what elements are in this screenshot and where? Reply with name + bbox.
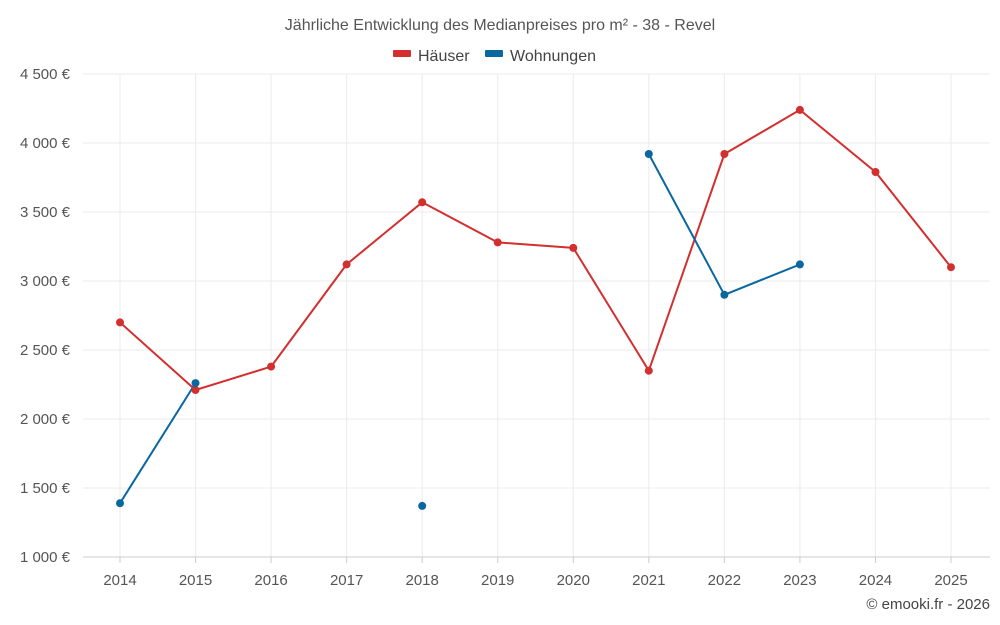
x-tick-label: 2021 <box>632 572 665 589</box>
data-point-houses[interactable] <box>342 260 351 269</box>
data-point-houses[interactable] <box>720 150 729 158</box>
series-points <box>116 105 955 510</box>
data-point-apartments[interactable] <box>795 260 804 269</box>
x-tick-label: 2016 <box>254 572 287 589</box>
x-tick-label: 2020 <box>557 572 590 589</box>
data-point-apartments[interactable] <box>720 290 729 299</box>
x-tick-label: 2022 <box>708 572 741 589</box>
data-point-houses[interactable] <box>191 386 200 394</box>
data-point-apartments[interactable] <box>116 499 124 508</box>
series-line-apartments <box>119 382 197 504</box>
legend-swatch-houses <box>393 50 411 57</box>
chart-title: Jährliche Entwicklung des Medianpreises … <box>285 17 715 34</box>
legend-label-houses: Häuser <box>418 48 470 65</box>
y-tick-label: 4 500 € <box>20 66 71 83</box>
x-tick-label: 2023 <box>783 572 816 589</box>
series-lines <box>119 108 952 504</box>
legend-item-houses[interactable]: Häuser <box>393 48 470 65</box>
legend-label-apartments: Wohnungen <box>510 48 596 65</box>
x-tick-label: 2019 <box>481 572 514 589</box>
x-tick-label: 2018 <box>405 572 438 589</box>
data-point-houses[interactable] <box>644 366 653 375</box>
data-point-apartments[interactable] <box>191 379 200 388</box>
y-tick-label: 1 000 € <box>20 549 71 566</box>
data-point-houses[interactable] <box>947 263 955 272</box>
data-point-apartments[interactable] <box>418 501 427 510</box>
x-tick-label: 2014 <box>103 572 136 589</box>
y-tick-label: 3 000 € <box>20 273 71 290</box>
data-point-houses[interactable] <box>493 238 502 247</box>
data-point-houses[interactable] <box>871 168 880 176</box>
data-point-houses[interactable] <box>569 243 578 252</box>
y-tick-label: 2 000 € <box>20 411 71 428</box>
legend-swatch-apartments <box>485 50 503 57</box>
x-tick-label: 2024 <box>859 572 892 589</box>
y-tick-label: 3 500 € <box>20 204 71 221</box>
credit-text: © emooki.fr - 2026 <box>866 596 990 613</box>
x-axis: 2014 2015 2016 2017 2018 2019 2020 2021 2022 2023… <box>83 556 990 589</box>
legend-item-apartments[interactable]: Wohnungen <box>485 48 596 65</box>
y-tick-label: 4 000 € <box>20 135 71 152</box>
y-tick-label: 1 500 € <box>20 480 71 497</box>
y-tick-label: 2 500 € <box>20 342 71 359</box>
x-tick-label: 2015 <box>179 572 212 589</box>
x-tick-label: 2017 <box>330 572 363 589</box>
data-point-houses[interactable] <box>795 105 804 114</box>
data-point-apartments[interactable] <box>644 150 653 158</box>
series-line-houses <box>119 108 952 391</box>
legend: Häuser Wohnungen <box>393 48 596 65</box>
grid <box>83 73 990 557</box>
data-point-houses[interactable] <box>116 318 124 327</box>
x-tick-label: 2025 <box>934 572 967 589</box>
data-point-houses[interactable] <box>267 362 276 371</box>
data-point-houses[interactable] <box>418 198 427 207</box>
y-axis: 1 000 € 1 500 € 2 000 € 2 500 € 3 000 € 3 500… <box>20 66 71 566</box>
